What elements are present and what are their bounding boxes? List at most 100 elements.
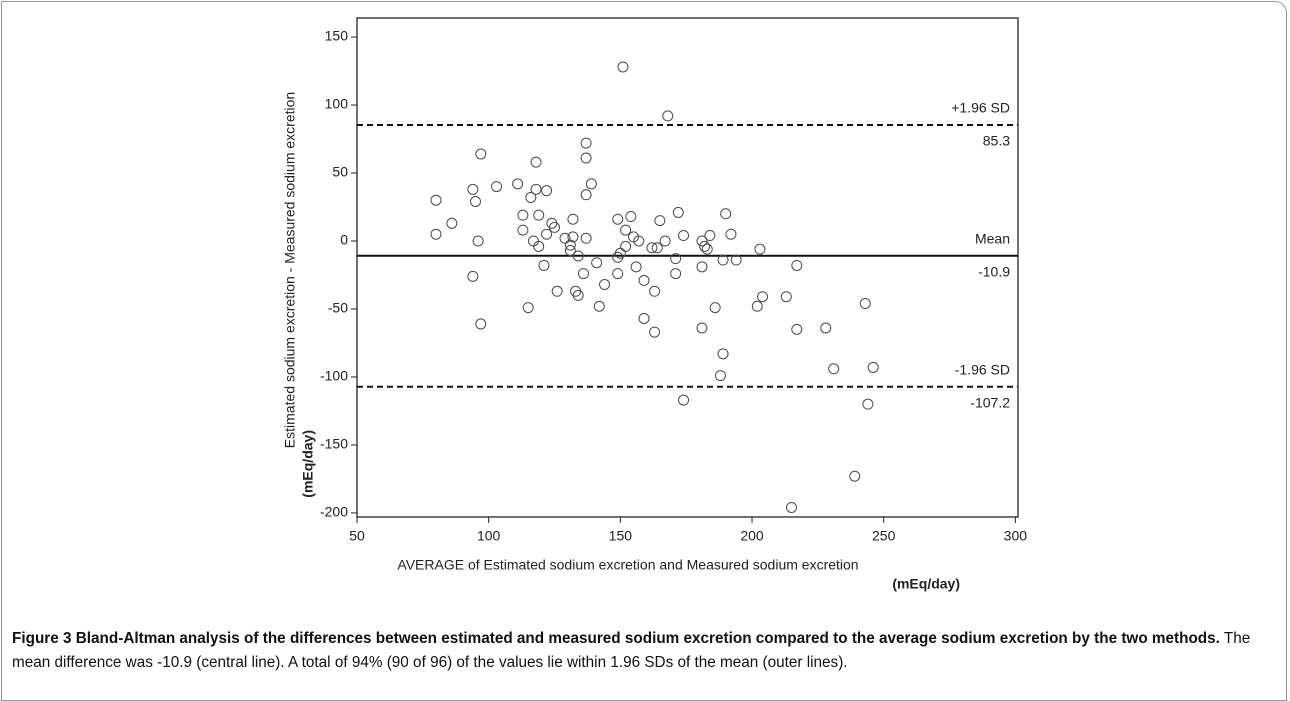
point — [701, 243, 713, 255]
point — [859, 298, 871, 310]
reference-label: Mean — [975, 231, 1010, 247]
point — [538, 259, 550, 271]
reference-label: +1.96 SD — [951, 100, 1010, 116]
point — [620, 224, 632, 236]
point — [567, 213, 579, 225]
point — [591, 257, 603, 269]
point — [517, 224, 529, 236]
point — [599, 278, 611, 290]
point — [867, 361, 879, 373]
y-tick-label: 150 — [325, 28, 349, 44]
point — [791, 323, 803, 335]
x-tick-label: 200 — [740, 528, 764, 544]
point — [696, 261, 708, 273]
y-tick-label: 100 — [325, 96, 349, 112]
point — [678, 394, 690, 406]
point — [751, 300, 763, 312]
point — [512, 178, 524, 190]
reference-value: 85.3 — [983, 133, 1010, 149]
point — [617, 61, 629, 73]
point — [541, 185, 553, 197]
point — [580, 137, 592, 149]
point — [585, 178, 597, 190]
x-tick-label: 150 — [609, 528, 633, 544]
x-tick-label: 50 — [349, 528, 365, 544]
chart: AVERAGE of Estimated sodium excretion an… — [282, 17, 1028, 592]
point — [559, 232, 571, 244]
x-tick-label: 100 — [477, 528, 501, 544]
caption: Figure 3 Bland-Altman analysis of the di… — [12, 627, 1280, 675]
point — [717, 348, 729, 360]
y-tick-label: 50 — [332, 164, 348, 180]
point — [612, 268, 624, 280]
point — [467, 183, 479, 195]
point — [649, 285, 661, 297]
point — [533, 240, 545, 252]
point — [654, 215, 666, 227]
point — [820, 322, 832, 334]
point — [530, 156, 542, 168]
point — [614, 247, 626, 259]
point — [577, 268, 589, 280]
point — [430, 228, 442, 240]
x-axis-label: AVERAGE of Estimated sodium excretion an… — [397, 557, 858, 573]
reference-value: -107.2 — [970, 394, 1010, 410]
point — [699, 240, 711, 252]
point — [670, 253, 682, 265]
point — [475, 148, 487, 160]
point — [572, 250, 584, 262]
point — [567, 231, 579, 243]
point — [638, 312, 650, 324]
point — [475, 318, 487, 330]
point — [491, 181, 503, 193]
point — [633, 235, 645, 247]
point — [791, 259, 803, 271]
point — [620, 240, 632, 252]
point — [754, 243, 766, 255]
point — [580, 232, 592, 244]
reference-value: -10.9 — [978, 264, 1010, 280]
point — [828, 363, 840, 375]
point — [862, 398, 874, 410]
point — [730, 254, 742, 266]
point — [517, 209, 529, 221]
point — [649, 326, 661, 338]
point — [612, 213, 624, 225]
point — [593, 300, 605, 312]
point — [530, 183, 542, 195]
caption-text: The mean difference was -10.9 (central l… — [12, 630, 1251, 671]
y-axis-label: Estimated sodium excretion - Measured so… — [282, 92, 298, 448]
point — [725, 228, 737, 240]
point — [646, 242, 658, 254]
point — [659, 235, 671, 247]
point — [580, 152, 592, 164]
point — [527, 235, 539, 247]
point — [638, 274, 650, 286]
point — [696, 322, 708, 334]
point — [849, 470, 861, 482]
point — [549, 221, 561, 233]
y-axis-unit: (mEq/day) — [300, 430, 316, 498]
y-tick-label: -200 — [320, 504, 348, 520]
point — [446, 217, 458, 229]
y-tick-label: 0 — [340, 232, 348, 248]
point — [717, 254, 729, 266]
point — [714, 370, 726, 382]
caption-title: Figure 3 Bland-Altman analysis of the di… — [12, 630, 1220, 647]
point — [651, 242, 663, 254]
point — [472, 235, 484, 247]
point — [757, 291, 769, 303]
point — [551, 285, 563, 297]
point — [780, 291, 792, 303]
point — [533, 209, 545, 221]
x-tick-label: 300 — [1004, 528, 1028, 544]
x-tick-label: 250 — [872, 528, 896, 544]
point — [580, 189, 592, 201]
point — [704, 230, 716, 242]
point — [672, 206, 684, 218]
plot-frame — [356, 17, 1019, 518]
point — [470, 196, 482, 208]
point — [670, 268, 682, 280]
point — [430, 194, 442, 206]
